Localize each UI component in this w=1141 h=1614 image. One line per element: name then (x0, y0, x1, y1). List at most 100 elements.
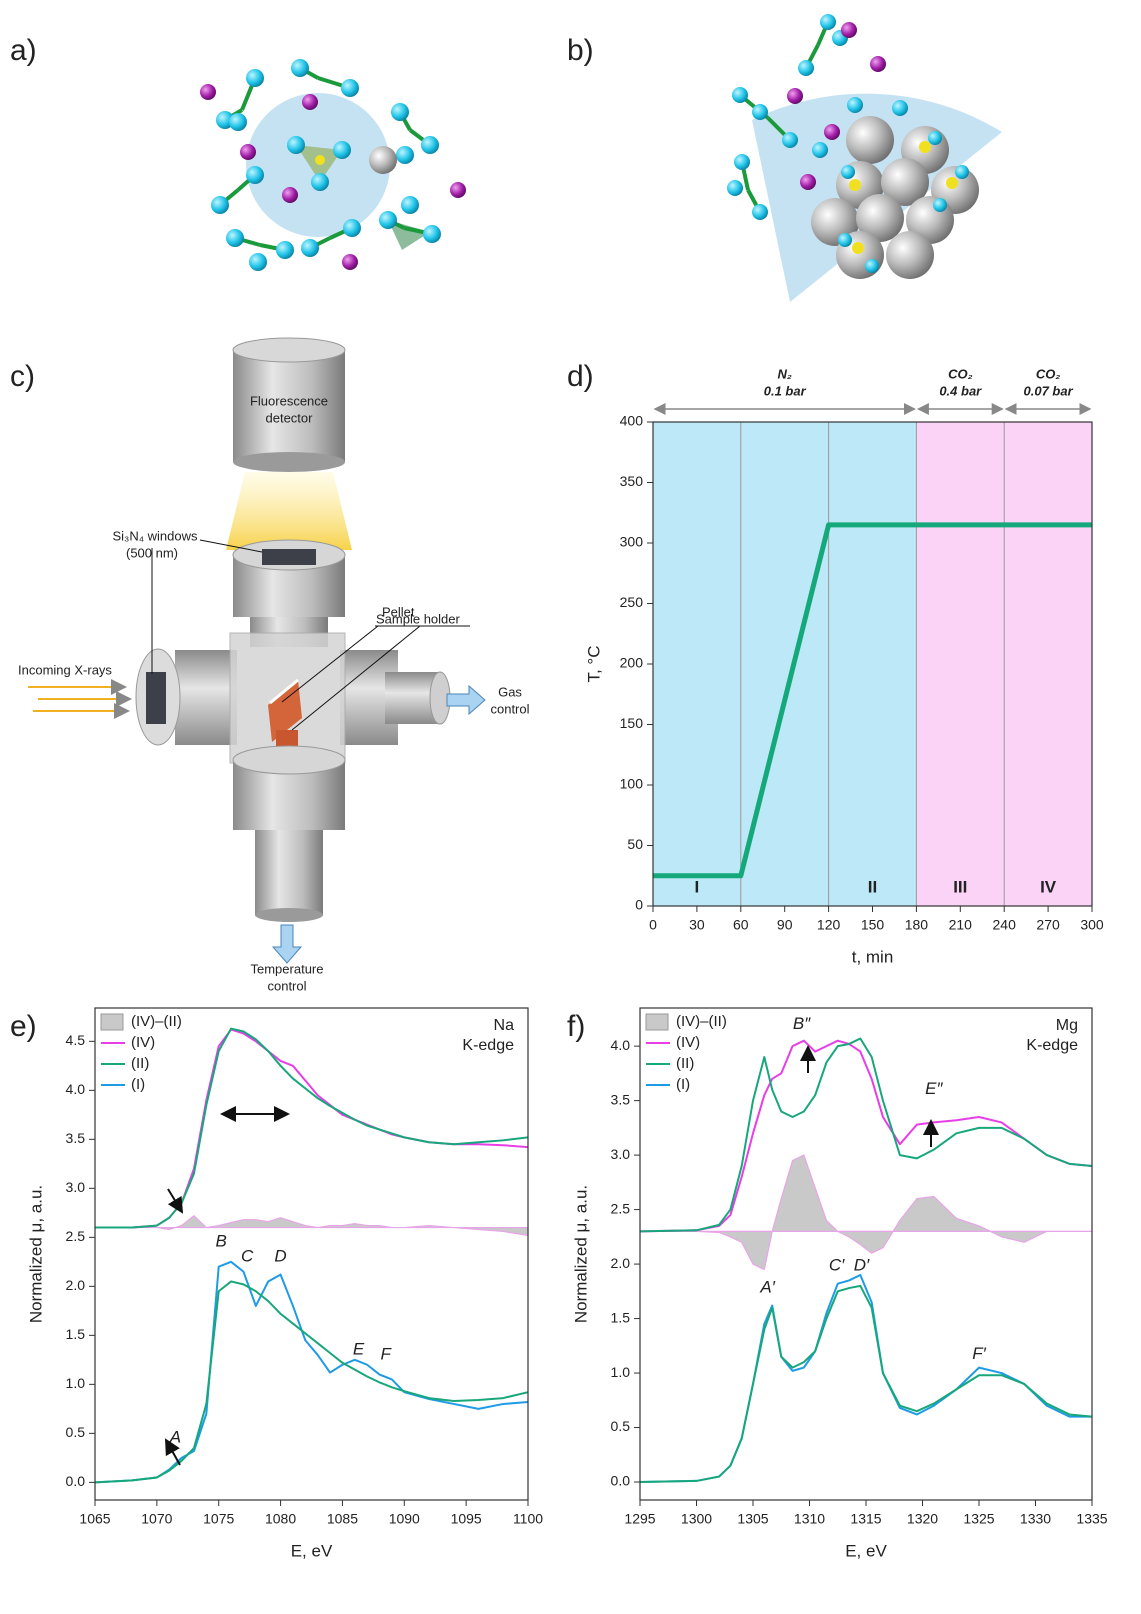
phase-label: IV (1040, 877, 1057, 896)
molecule-a (200, 59, 466, 271)
x-tick-label: 120 (817, 917, 841, 933)
diagram-label: (500 nm) (126, 545, 178, 560)
legend-label: (IV) (131, 1034, 155, 1051)
diagram-label: Pellet (382, 604, 415, 619)
difference-area (95, 1214, 529, 1237)
x-tick-label: 1335 (1076, 1511, 1107, 1527)
x-tick-label: 180 (905, 917, 929, 933)
diagram-label: control (267, 978, 306, 993)
x-tick-label: 1095 (451, 1511, 482, 1527)
x-tick-label: 0 (649, 917, 657, 933)
diagram-label: Gas (498, 684, 522, 699)
y-tick-label: 0.5 (611, 1418, 631, 1434)
y-tick-label: 1.0 (611, 1364, 631, 1380)
y-tick-label: 1.0 (66, 1375, 86, 1391)
x-tick-label: 1080 (265, 1511, 296, 1527)
feature-label: E (353, 1340, 365, 1359)
feature-label: C′ (829, 1256, 845, 1275)
x-tick-label: 30 (689, 917, 705, 933)
diagram-label: Sample holder (376, 611, 460, 626)
panel-label: f) (567, 1010, 585, 1043)
feature-label: A′ (759, 1278, 775, 1297)
y-tick-label: 1.5 (611, 1309, 631, 1325)
panel-label: e) (10, 1010, 37, 1043)
legend-label: (IV)–(II) (131, 1013, 182, 1030)
feature-label: F′ (972, 1344, 986, 1363)
y-axis-label: Normalized μ, a.u. (26, 1185, 45, 1323)
x-tick-label: 1295 (624, 1511, 655, 1527)
y-tick-label: 0 (635, 897, 643, 913)
x-tick-label: 1305 (737, 1511, 768, 1527)
plot-frame (639, 1007, 1093, 1501)
feature-label: B″ (793, 1014, 811, 1033)
diagram-label: Fluorescence (250, 393, 328, 408)
x-tick-label: 1325 (963, 1511, 994, 1527)
series-line (95, 1027, 529, 1229)
x-tick-label: 1300 (681, 1511, 712, 1527)
y-tick-label: 2.0 (66, 1277, 86, 1293)
series-line (653, 522, 1092, 879)
y-tick-label: 2.5 (611, 1200, 631, 1216)
legend-label: (I) (131, 1076, 145, 1093)
x-axis-label: E, eV (845, 1541, 887, 1560)
panel-label: d) (567, 360, 594, 393)
diagram-label: detector (266, 410, 314, 425)
legend-swatch (645, 1013, 669, 1031)
x-tick-label: 1090 (389, 1511, 420, 1527)
panel-label: c) (10, 360, 35, 393)
feature-label: B (216, 1232, 227, 1251)
gas-label: 0.4 bar (939, 383, 982, 398)
difference-area (640, 1154, 1092, 1271)
y-axis-label: Normalized μ, a.u. (571, 1185, 590, 1323)
x-tick-label: 270 (1036, 917, 1060, 933)
x-tick-label: 1330 (1020, 1511, 1051, 1527)
feature-label: E″ (925, 1079, 943, 1098)
x-tick-label: 210 (949, 917, 973, 933)
gas-label: N₂ (778, 366, 792, 381)
y-tick-label: 3.5 (611, 1091, 631, 1107)
legend-label: (II) (131, 1055, 149, 1072)
y-tick-label: 3.5 (66, 1130, 86, 1146)
series-line (95, 1028, 529, 1229)
legend-label: (II) (676, 1055, 694, 1072)
series-line (639, 1039, 1093, 1233)
diagram-label: Incoming X-rays (18, 662, 112, 677)
y-tick-label: 0.0 (66, 1473, 86, 1489)
edge-label: K-edge (462, 1037, 514, 1054)
edge-label: K-edge (1026, 1037, 1078, 1054)
cell-diagram: Fluorescence detector Si₃N₄ windows (500… (18, 337, 530, 993)
x-tick-label: 1075 (203, 1511, 234, 1527)
diagram-label: control (490, 701, 529, 716)
legend-swatch (100, 1013, 124, 1031)
plot-frame (94, 1007, 529, 1501)
panel-label: a) (10, 34, 37, 67)
y-tick-label: 3.0 (611, 1146, 631, 1162)
feature-label: F (381, 1344, 393, 1363)
y-axis-label: T, °C (584, 645, 603, 682)
x-tick-label: 90 (777, 917, 793, 933)
gas-label: CO₂ (948, 366, 973, 381)
y-tick-label: 4.0 (611, 1037, 631, 1053)
series-line (94, 1280, 529, 1484)
molecule-b (727, 14, 1002, 302)
legend-label: (IV) (676, 1034, 700, 1051)
gas-label: 0.1 bar (764, 383, 807, 398)
y-tick-label: 350 (620, 473, 644, 489)
y-tick-label: 0.5 (66, 1424, 86, 1440)
y-tick-label: 250 (620, 594, 644, 610)
y-tick-label: 2.0 (611, 1255, 631, 1271)
phase-label: I (695, 877, 700, 896)
x-tick-label: 150 (861, 917, 885, 933)
x-tick-label: 300 (1080, 917, 1104, 933)
gas-label: 0.07 bar (1024, 383, 1074, 398)
edge-label: Mg (1056, 1017, 1078, 1034)
feature-label: D′ (854, 1256, 870, 1275)
x-tick-label: 60 (733, 917, 749, 933)
y-tick-label: 4.0 (66, 1081, 86, 1097)
y-tick-label: 100 (620, 776, 644, 792)
y-tick-label: 3.0 (66, 1179, 86, 1195)
x-tick-label: 1070 (141, 1511, 172, 1527)
legend-label: (I) (676, 1076, 690, 1093)
y-tick-label: 150 (620, 715, 644, 731)
